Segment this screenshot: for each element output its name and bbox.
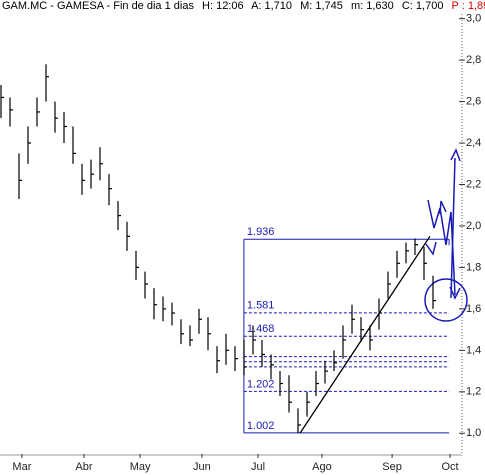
x-tick-label: Oct [441, 461, 458, 473]
fib-label: 1.202 [247, 378, 275, 390]
annotation-circle [424, 278, 468, 322]
y-tick-label: 1,0 [466, 427, 481, 439]
header-symbol: GAM.MC - GAMESA - Fin de dia 1 dias [2, 0, 194, 12]
fib-label: 1.002 [247, 420, 275, 432]
y-tick-label: 2,2 [466, 178, 481, 190]
header-field: m: 1,630 [351, 0, 394, 12]
y-tick-label: 2,8 [466, 54, 481, 66]
arrowhead [449, 286, 461, 300]
y-tick-label: 2,4 [466, 137, 481, 149]
y-tick-label: 1,8 [466, 261, 481, 273]
arrowhead [439, 200, 447, 215]
header: GAM.MC - GAMESA - Fin de dia 1 dias H: 1… [2, 0, 485, 12]
header-field: M: 1,745 [300, 0, 343, 12]
header-field: H: 12:06 [202, 0, 244, 12]
fib-label: 1.581 [247, 300, 275, 312]
annotation-path [427, 199, 456, 296]
x-tick-label: Jun [193, 461, 211, 473]
arrowhead [450, 148, 461, 162]
x-tick-label: May [130, 461, 151, 473]
x-tick-label: Mar [12, 461, 31, 473]
x-tick-label: Sep [382, 461, 402, 473]
y-tick-label: 1,6 [466, 303, 481, 315]
annotations [424, 148, 468, 322]
y-tick-label: 1,4 [466, 344, 481, 356]
header-field: C: 1,700 [402, 0, 444, 12]
y-tick-label: 1,2 [466, 386, 481, 398]
trendline [299, 235, 431, 434]
y-tick-label: 2,0 [466, 220, 481, 232]
annotation-arrow [450, 157, 456, 299]
y-tick-label: 3,0 [466, 13, 481, 25]
x-tick-label: Ago [312, 461, 332, 473]
header-field: P : 1,890 [452, 0, 485, 12]
fib-label: 1.936 [247, 226, 275, 238]
y-tick-label: 2,6 [466, 95, 481, 107]
header-field: A: 1,710 [251, 0, 292, 12]
fib-label: 1.468 [247, 323, 275, 335]
x-tick-label: Abr [75, 461, 92, 473]
x-tick-label: Jul [251, 461, 265, 473]
arrowhead [425, 241, 437, 256]
